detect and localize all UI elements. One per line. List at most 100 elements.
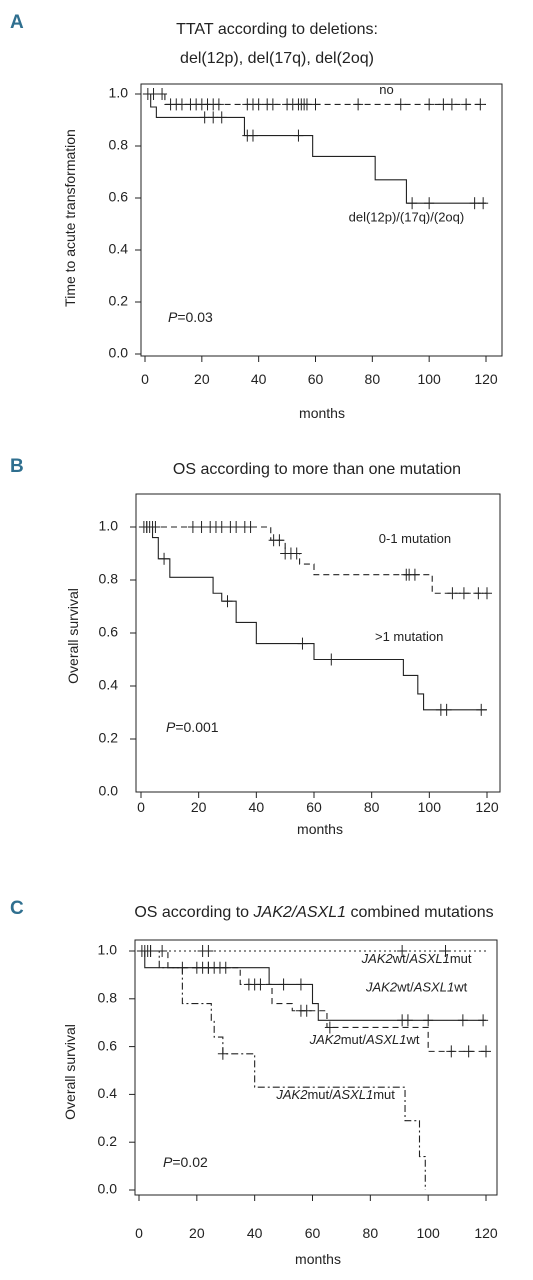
panel-a-x-tick-label: 120 xyxy=(474,371,498,387)
panel-a-y-axis-label: Time to acute transformation xyxy=(62,129,78,307)
panel-c-title-part: combined mutations xyxy=(346,904,494,921)
panel-c-series-2-label-part: JAK2 xyxy=(309,1032,342,1047)
panel-c-series-3-label-part: ASXL1 xyxy=(332,1087,373,1102)
panel-b-p-value: P=0.001 xyxy=(166,719,219,735)
panel-b-plot-frame xyxy=(135,493,501,793)
panel-a-y-tick-label: 0.2 xyxy=(109,293,129,309)
panel-a-y-ticks: 0.0 0.2 0.4 0.6 0.8 1.0 xyxy=(109,85,141,361)
panel-b-x-tick-label: 120 xyxy=(475,799,499,815)
panel-b-y-ticks: 0.2 0.4 0.6 0.8 1.0 xyxy=(99,518,136,746)
panel-c-series-0-label: JAK2wt/ASXL1mut xyxy=(361,951,472,966)
panel-c: C OS according to JAK2/ASXL1 combined mu… xyxy=(10,898,498,1267)
panel-c-series-0-label-part: wt/ xyxy=(392,951,410,966)
panel-b-series-labels: 0-1 mutation >1 mutation xyxy=(375,531,451,644)
panel-c-x-tick-label: 60 xyxy=(305,1225,321,1241)
panel-b-x-tick-label: 40 xyxy=(249,799,265,815)
panel-c-y-tick-label: 0.8 xyxy=(98,990,118,1006)
panel-a-series-1-curve xyxy=(145,93,486,204)
panel-c-y-tick-label: 0.6 xyxy=(98,1037,118,1053)
panel-a-curves xyxy=(142,88,489,210)
panel-c-p-number: =0.02 xyxy=(172,1154,208,1170)
panel-b-x-tick-label: 100 xyxy=(418,799,442,815)
panel-b-y-tick-label-zero: 0.0 xyxy=(99,783,119,799)
panel-c-series-0-label-part: ASXL1 xyxy=(408,951,449,966)
panel-c-y-tick-label: 0.0 xyxy=(98,1181,118,1197)
panel-a-plot-frame xyxy=(140,83,503,357)
panel-b-series-0-curve xyxy=(141,526,487,594)
panel-c-y-tick-label: 1.0 xyxy=(98,942,118,958)
panel-c-series-2-label-part: ASXL1 xyxy=(365,1032,406,1047)
panel-c-series-3-label-part: JAK2 xyxy=(275,1087,308,1102)
panel-c-curves xyxy=(136,945,491,1190)
panel-a-series-labels: no del(12p)/(17q)/(2oq) xyxy=(349,82,465,224)
panel-a-x-tick-label: 0 xyxy=(141,371,149,387)
panel-a-y-tick-label: 0.6 xyxy=(109,189,129,205)
panel-letter-a: A xyxy=(10,12,24,33)
panel-a: A TTAT according to deletions: del(12p),… xyxy=(10,12,503,421)
panel-a-series-1-label: del(12p)/(17q)/(2oq) xyxy=(349,209,465,224)
panel-b-y-tick-label: 0.2 xyxy=(99,730,119,746)
panel-c-x-tick-label: 0 xyxy=(135,1225,143,1241)
panel-b-x-axis-label: months xyxy=(297,821,343,837)
panel-a-y-tick-label: 0.4 xyxy=(109,241,129,257)
panel-c-x-axis-label: months xyxy=(295,1251,341,1267)
panel-b-x-tick-label: 0 xyxy=(137,799,145,815)
panel-c-p-symbol: P xyxy=(163,1154,173,1170)
panel-a-y-tick-label: 0.0 xyxy=(109,345,129,361)
panel-b-series-1-label: >1 mutation xyxy=(375,629,443,644)
panel-a-x-ticks: 0 20 40 60 80 100 120 xyxy=(141,356,498,387)
panel-c-plot-frame xyxy=(134,939,498,1196)
panel-b-x-ticks: 0 20 40 60 80 100 120 xyxy=(137,792,499,815)
panel-b-x-tick-label: 60 xyxy=(306,799,322,815)
panel-c-series-0-label-part: JAK2 xyxy=(361,951,394,966)
panel-a-x-tick-label: 60 xyxy=(308,371,324,387)
panel-c-series-labels: JAK2wt/ASXL1mutJAK2wt/ASXL1wtJAK2mut/ASX… xyxy=(275,951,472,1102)
panel-c-x-tick-label: 120 xyxy=(474,1225,498,1241)
panel-c-series-2-label-part: wt xyxy=(405,1032,419,1047)
panel-c-series-3-label-part: mut xyxy=(373,1087,395,1102)
panel-a-p-value: P=0.03 xyxy=(168,309,213,325)
panel-a-x-axis-label: months xyxy=(299,405,345,421)
panel-c-x-tick-label: 80 xyxy=(363,1225,379,1241)
panel-c-y-tick-label: 0.2 xyxy=(98,1133,118,1149)
panel-a-p-number: =0.03 xyxy=(177,309,213,325)
panel-c-series-2-label: JAK2mut/ASXL1wt xyxy=(309,1032,420,1047)
panel-c-title-part: OS according to xyxy=(134,904,253,921)
panel-a-y-tick-label: 0.8 xyxy=(109,137,129,153)
panel-c-y-axis-label: Overall survival xyxy=(62,1024,78,1120)
panel-a-x-tick-label: 80 xyxy=(365,371,381,387)
panel-c-series-1-label-part: wt/ xyxy=(396,980,414,995)
panel-c-title: OS according to JAK2/ASXL1 combined muta… xyxy=(134,904,493,921)
panel-c-series-3-curve xyxy=(139,950,426,1190)
panel-c-title-part: JAK2/ASXL1 xyxy=(253,904,347,921)
panel-a-p-symbol: P xyxy=(168,309,178,325)
panel-b-y-axis-label: Overall survival xyxy=(65,588,81,684)
panel-c-series-2-label-part: mut/ xyxy=(341,1032,367,1047)
panel-letter-c: C xyxy=(10,898,24,919)
panel-c-p-value: P=0.02 xyxy=(163,1154,208,1170)
panel-c-series-3-label-part: mut/ xyxy=(307,1087,333,1102)
panel-c-series-1-curve xyxy=(139,950,486,1021)
panel-c-y-tick-label: 0.4 xyxy=(98,1085,118,1101)
panel-b-y-tick-label: 0.8 xyxy=(99,571,119,587)
panel-a-x-tick-label: 40 xyxy=(251,371,267,387)
panel-c-series-0-label-part: mut xyxy=(450,951,472,966)
panel-b-p-symbol: P xyxy=(166,719,176,735)
panel-b-x-tick-label: 80 xyxy=(364,799,380,815)
panel-c-series-1-label-part: JAK2 xyxy=(365,980,398,995)
panel-c-series-1-label-part: ASXL1 xyxy=(413,980,454,995)
panel-c-x-ticks: 0 20 40 60 80 100 120 xyxy=(135,1195,498,1241)
panel-a-x-tick-label: 20 xyxy=(194,371,210,387)
panel-b-series-0-label: 0-1 mutation xyxy=(379,531,451,546)
panel-b-title: OS according to more than one mutation xyxy=(173,461,461,478)
panel-c-x-tick-label: 20 xyxy=(189,1225,205,1241)
panel-b: B OS according to more than one mutation… xyxy=(10,456,501,837)
panel-b-y-tick-label: 0.6 xyxy=(99,624,119,640)
panel-b-series-1-curve xyxy=(141,526,487,711)
panel-a-title-line-1: TTAT according to deletions: xyxy=(176,21,378,38)
panel-c-series-2-curve xyxy=(139,950,486,1052)
panel-b-y-tick-label: 1.0 xyxy=(99,518,119,534)
panel-c-series-3-label: JAK2mut/ASXL1mut xyxy=(275,1087,395,1102)
panel-b-curves xyxy=(138,521,492,716)
